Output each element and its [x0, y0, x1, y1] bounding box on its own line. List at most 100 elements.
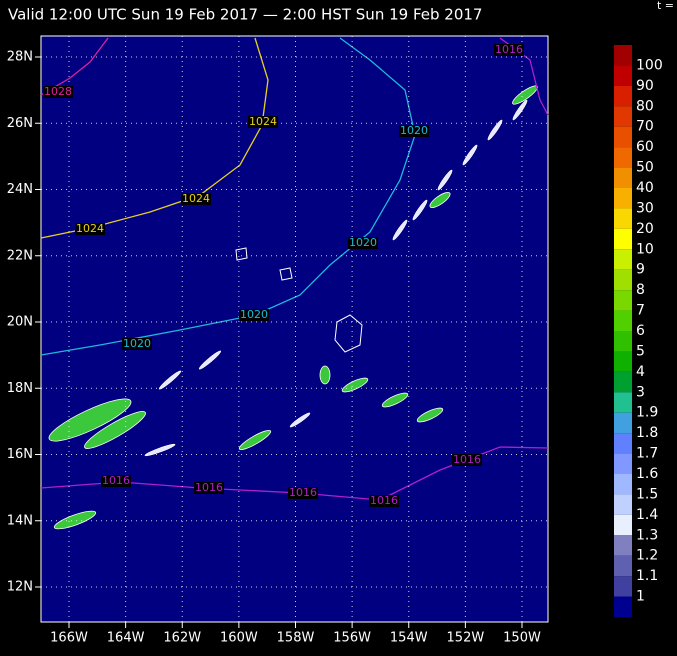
lat-label: 22N	[7, 248, 33, 263]
colorbar-label: 4	[636, 364, 645, 380]
contour-label-bg	[122, 338, 152, 350]
contour-label: 1028	[44, 85, 72, 98]
contour-label-bg	[43, 86, 73, 98]
lat-label: 28N	[7, 50, 33, 65]
contour-label-bg	[399, 125, 429, 137]
contour-label: 1016	[370, 494, 398, 507]
colorbar-label: 70	[636, 119, 654, 135]
contour-label-bg	[194, 482, 224, 494]
contour-label: 1016	[195, 481, 223, 494]
contour-label: 1024	[182, 192, 210, 205]
colorbar-label: 7	[636, 303, 645, 319]
lat-label: 18N	[7, 381, 33, 396]
colorbar-swatch	[614, 555, 632, 577]
colorbar-label: 10	[636, 241, 654, 257]
colorbar-label: 50	[636, 160, 654, 176]
lat-label: 20N	[7, 315, 33, 330]
colorbar-swatch	[614, 208, 632, 229]
contour-label: 1020	[400, 124, 428, 137]
colorbar-swatch	[614, 453, 632, 474]
colorbar-swatch	[614, 310, 632, 331]
colorbar-label: 8	[636, 282, 645, 298]
colorbar-swatch	[614, 126, 632, 148]
contour-label: 1024	[76, 222, 104, 235]
contour-label: 1016	[102, 474, 130, 487]
colorbar-swatch	[614, 45, 632, 66]
lon-label: 152W	[447, 631, 485, 646]
colorbar-label: 1.2	[636, 548, 658, 564]
colorbar-swatch	[614, 576, 632, 597]
contour-label-bg	[239, 309, 269, 321]
colorbar-swatch	[614, 392, 632, 413]
contour-label-bg	[75, 223, 105, 235]
colorbar-swatch	[614, 474, 632, 495]
colorbar-swatch	[614, 249, 632, 270]
grid	[35, 36, 548, 628]
lat-label: 24N	[7, 182, 33, 197]
contour-label-bg	[248, 116, 278, 128]
contour-label-bg	[452, 454, 482, 466]
contour-label-bg	[288, 487, 318, 499]
contour-label: 1016	[289, 486, 317, 499]
colorbar-swatch	[614, 269, 632, 291]
colorbar-label: 1.7	[636, 446, 658, 462]
lon-label: 154W	[390, 631, 428, 646]
colorbar-swatch	[614, 514, 632, 536]
colorbar-label: 9	[636, 262, 645, 278]
colorbar-label: 1.8	[636, 425, 658, 441]
colorbar-label: 90	[636, 78, 654, 94]
lon-label: 158W	[277, 631, 315, 646]
colorbar-label: 40	[636, 180, 654, 196]
contour-label: 1024	[249, 115, 277, 128]
contour-label: 1016	[453, 453, 481, 466]
colorbar-label: 3	[636, 384, 645, 400]
lon-label: 156W	[333, 631, 371, 646]
contour-label: 1020	[240, 308, 268, 321]
map-frame	[40, 35, 549, 623]
colorbar-label: 80	[636, 98, 654, 114]
colorbar-label: 1	[636, 589, 645, 605]
lon-label: 164W	[107, 631, 145, 646]
colorbar-label: 60	[636, 139, 654, 155]
lat-label: 16N	[7, 447, 33, 462]
lon-label: 162W	[163, 631, 201, 646]
corner-label: t =	[657, 0, 674, 12]
colorbar-label: 30	[636, 200, 654, 216]
colorbar-swatch	[614, 228, 632, 250]
precipitation	[48, 85, 538, 530]
colorbar-swatch	[614, 596, 632, 617]
colorbar-swatch	[614, 167, 632, 188]
colorbar-swatch	[614, 331, 632, 352]
colorbar-swatch	[614, 290, 632, 311]
colorbar-swatch	[614, 433, 632, 454]
contour-label: 1016	[495, 43, 523, 56]
colorbar-swatch	[614, 188, 632, 209]
colorbar-swatch	[614, 106, 632, 127]
lon-label: 150W	[503, 631, 541, 646]
colorbar-swatch	[614, 371, 632, 393]
contour-label-bg	[348, 237, 378, 249]
colorbar-label: 1.9	[636, 405, 658, 421]
colorbar-swatch	[614, 535, 632, 556]
lon-label: 166W	[50, 631, 88, 646]
colorbar-swatch	[614, 147, 632, 168]
colorbar-label: 20	[636, 221, 654, 237]
contour-label: 1020	[349, 236, 377, 249]
colorbar-swatch	[614, 65, 632, 86]
colorbar-label: 5	[636, 343, 645, 359]
colorbar-label: 1.4	[636, 507, 658, 523]
lat-label: 12N	[7, 580, 33, 595]
contour-label: 1020	[123, 337, 151, 350]
lat-label: 26N	[7, 116, 33, 131]
title: Valid 12:00 UTC Sun 19 Feb 2017 — 2:00 H…	[8, 6, 482, 24]
colorbar-label: 1.1	[636, 568, 658, 584]
colorbar-swatch	[614, 85, 632, 107]
colorbar-label: 1.5	[636, 486, 658, 502]
colorbar-label: 1.6	[636, 466, 658, 482]
lat-label: 14N	[7, 513, 33, 528]
contour-label-bg	[494, 44, 524, 56]
colorbar-label: 6	[636, 323, 645, 339]
colorbar-swatch	[614, 494, 632, 515]
contour-label-bg	[101, 475, 131, 487]
